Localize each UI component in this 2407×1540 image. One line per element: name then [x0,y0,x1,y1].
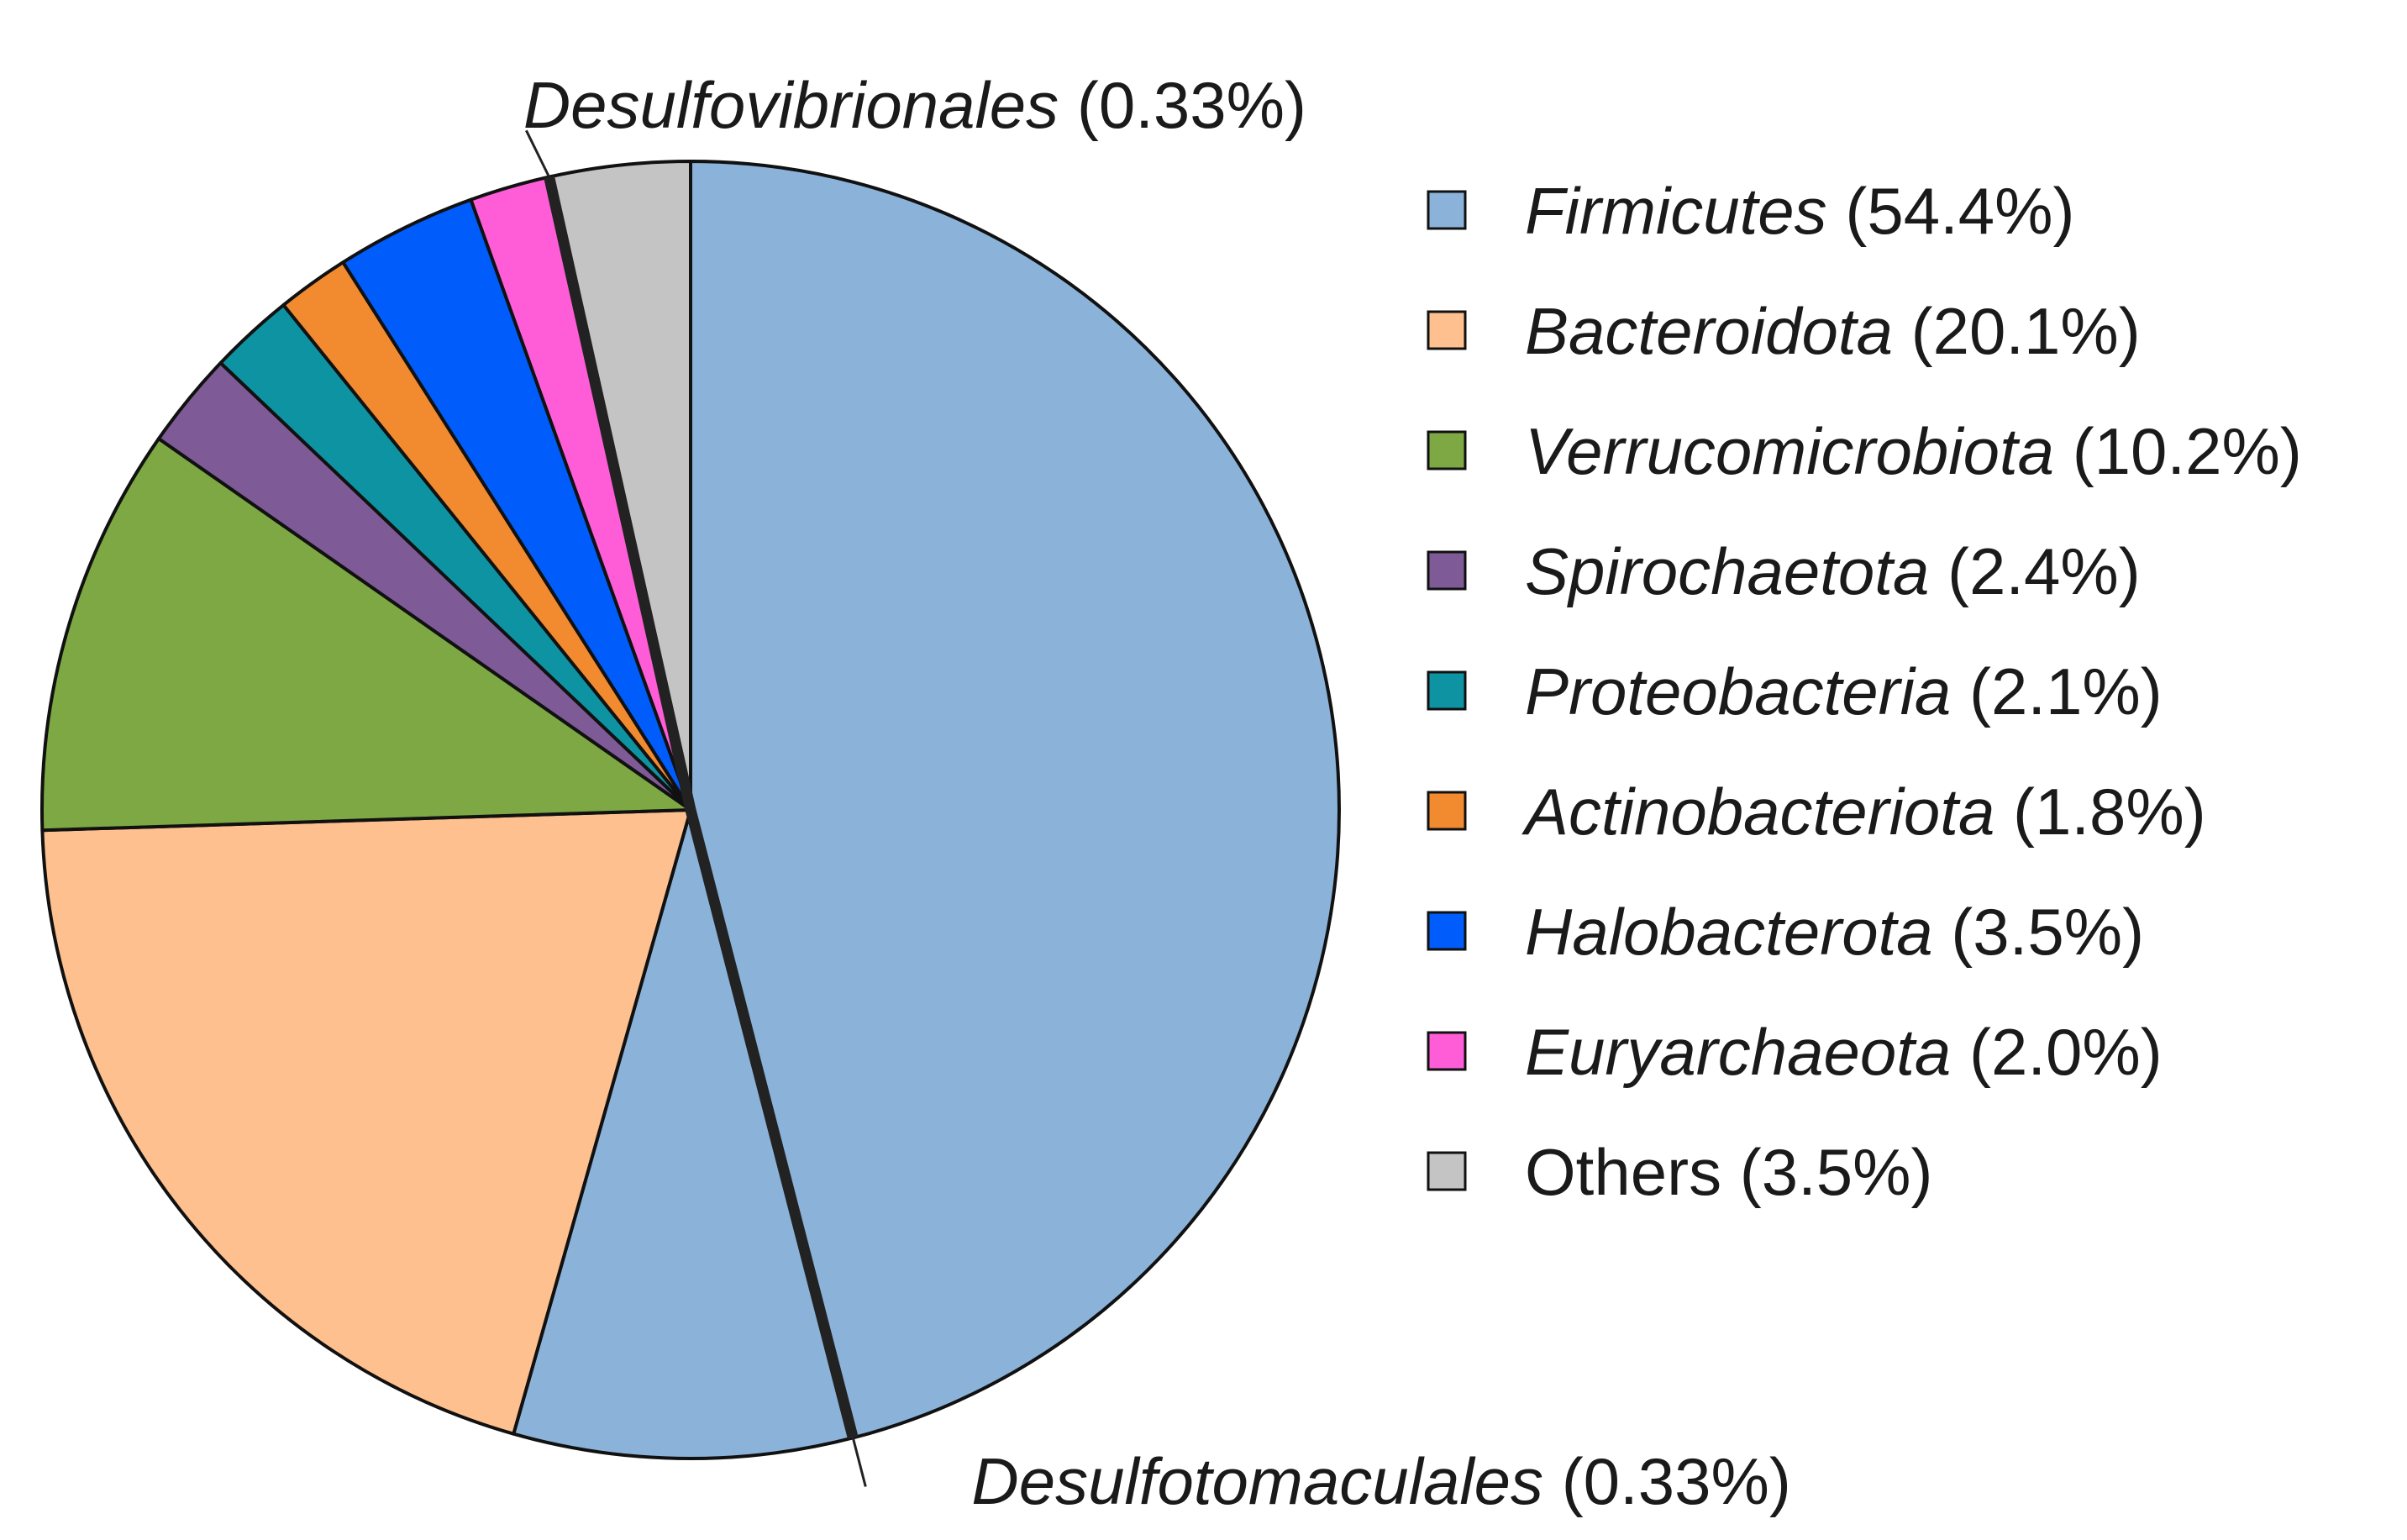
legend-label-actinobacteriota: Actinobacteriota (1.8%) [1521,775,2206,849]
legend-percent: (10.2%) [2054,414,2302,488]
leader-desulfotomaculales [851,1438,867,1487]
callout-lines [525,129,867,1487]
legend-label-euryarchaeota: Euryarchaeota (2.0%) [1525,1015,2163,1089]
legend-percent: (3.5%) [1933,895,2144,969]
legend-label-others: Others (3.5%) [1525,1135,1932,1209]
legend-percent: (2.0%) [1951,1015,2162,1089]
legend-percent: (54.4%) [1827,174,2075,248]
legend-taxon: Bacteroidota [1525,294,1893,368]
pie-slice-bacteroidota [40,808,692,1436]
legend-label-spirochaetota: Spirochaetota (2.4%) [1525,534,2141,608]
legend-swatch-verrucomicrobiota [1427,430,1467,470]
legend-taxon: Euryarchaeota [1525,1015,1951,1089]
legend-taxon: Proteobacteria [1525,654,1951,728]
callout-desulfotomaculales-name: Desulfotomaculales [971,1444,1543,1518]
legend-taxon: Firmicutes [1525,174,1827,248]
leader-desulfovibrionales [525,129,550,178]
callout-desulfovibrionales: Desulfovibrionales (0.33%) [432,68,1361,142]
callout-desulfovibrionales-pct: (0.33%) [1059,68,1306,142]
legend-swatch-halobacterota [1427,911,1467,951]
pie-slice-verrucomicrobiota [40,437,692,833]
legend-percent: Others (3.5%) [1525,1135,1932,1209]
callout-desulfovibrionales-name: Desulfovibrionales [523,68,1059,142]
sliver-desulfotomaculales [685,808,859,1440]
legend-swatch-proteobacteria [1427,670,1467,711]
legend-percent: (20.1%) [1893,294,2141,368]
legend-taxon: Spirochaetota [1525,534,1929,608]
sliver-desulfovibrionales [544,176,696,812]
legend-percent: (1.8%) [1994,775,2205,849]
callout-desulfotomaculales-pct: (0.33%) [1543,1444,1791,1518]
legend-label-halobacterota: Halobacterota (3.5%) [1525,895,2144,969]
legend-swatch-spirochaetota [1427,550,1467,591]
legend-swatch-bacteroidota [1427,310,1467,350]
legend-taxon: Halobacterota [1525,895,1933,969]
callout-desulfotomaculales: Desulfotomaculales (0.33%) [880,1444,1846,1518]
legend-taxon: Verrucomicrobiota [1525,414,2054,488]
legend-swatch-firmicutes [1427,190,1467,230]
legend-taxon: Actinobacteriota [1521,775,1994,849]
legend-label-firmicutes: Firmicutes (54.4%) [1525,174,2074,248]
legend-percent: (2.4%) [1929,534,2140,608]
legend: Firmicutes (54.4%) Bacteroidota (20.1%) Ve… [1427,174,2302,1209]
legend-label-verrucomicrobiota: Verrucomicrobiota (10.2%) [1525,414,2302,488]
legend-label-proteobacteria: Proteobacteria (2.1%) [1525,654,2163,728]
legend-percent: (2.1%) [1951,654,2162,728]
legend-swatch-euryarchaeota [1427,1031,1467,1071]
legend-swatch-actinobacteriota [1427,791,1467,831]
legend-label-bacteroidota: Bacteroidota (20.1%) [1525,294,2141,368]
legend-swatch-others [1427,1151,1467,1191]
